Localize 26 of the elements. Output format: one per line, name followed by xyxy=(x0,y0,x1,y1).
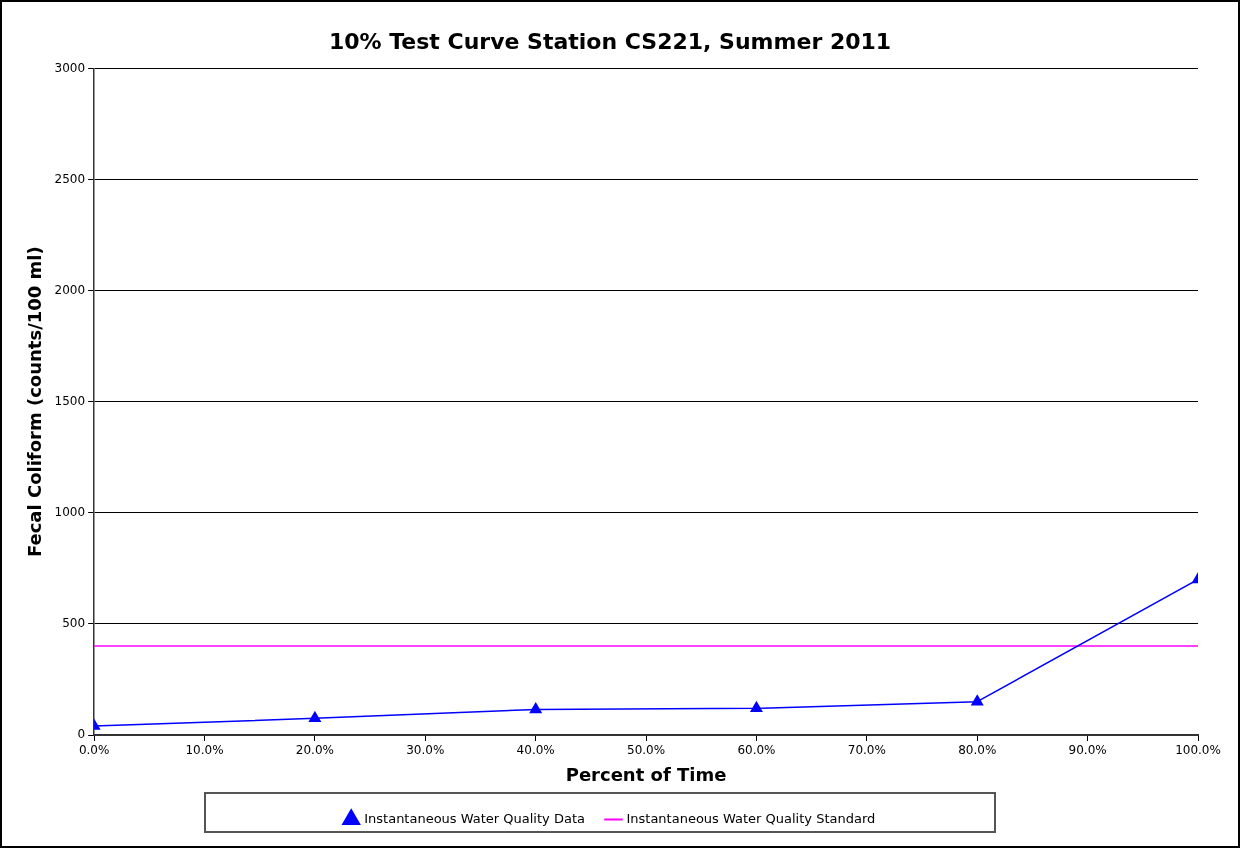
legend-label: Instantaneous Water Quality Data xyxy=(364,810,585,826)
x-tick-label: 50.0% xyxy=(627,743,666,758)
x-axis-title: Percent of Time xyxy=(565,763,727,785)
y-tick-label: 3000 xyxy=(54,60,86,75)
y-tick-label: 500 xyxy=(62,616,86,631)
x-tick-label: 10.0% xyxy=(185,743,224,758)
x-tick-label: 20.0% xyxy=(295,743,334,758)
x-tick-label: 60.0% xyxy=(737,743,776,758)
y-tick-label: 1000 xyxy=(54,504,86,519)
x-tick-label: 80.0% xyxy=(958,743,997,758)
y-axis-title: Fecal Coliform (counts/100 ml) xyxy=(24,246,46,558)
chart-title: 10% Test Curve Station CS221, Summer 2011 xyxy=(328,28,892,54)
x-tick-label: 0.0% xyxy=(78,743,110,758)
legend-label: Instantaneous Water Quality Standard xyxy=(626,810,876,826)
point xyxy=(971,694,984,706)
x-tick-label: 90.0% xyxy=(1068,743,1107,758)
x-tick-label: 70.0% xyxy=(847,743,886,758)
point xyxy=(529,702,542,714)
x-tick-label: 30.0% xyxy=(406,743,445,758)
y-tick-label: 0 xyxy=(77,727,86,742)
point xyxy=(750,701,763,713)
x-tick-label: 40.0% xyxy=(516,743,555,758)
y-tick-label: 2000 xyxy=(54,282,86,297)
y-tick-label: 2500 xyxy=(54,171,86,186)
y-tick-label: 1500 xyxy=(54,393,86,408)
x-tick-label: 100.0% xyxy=(1175,743,1221,758)
